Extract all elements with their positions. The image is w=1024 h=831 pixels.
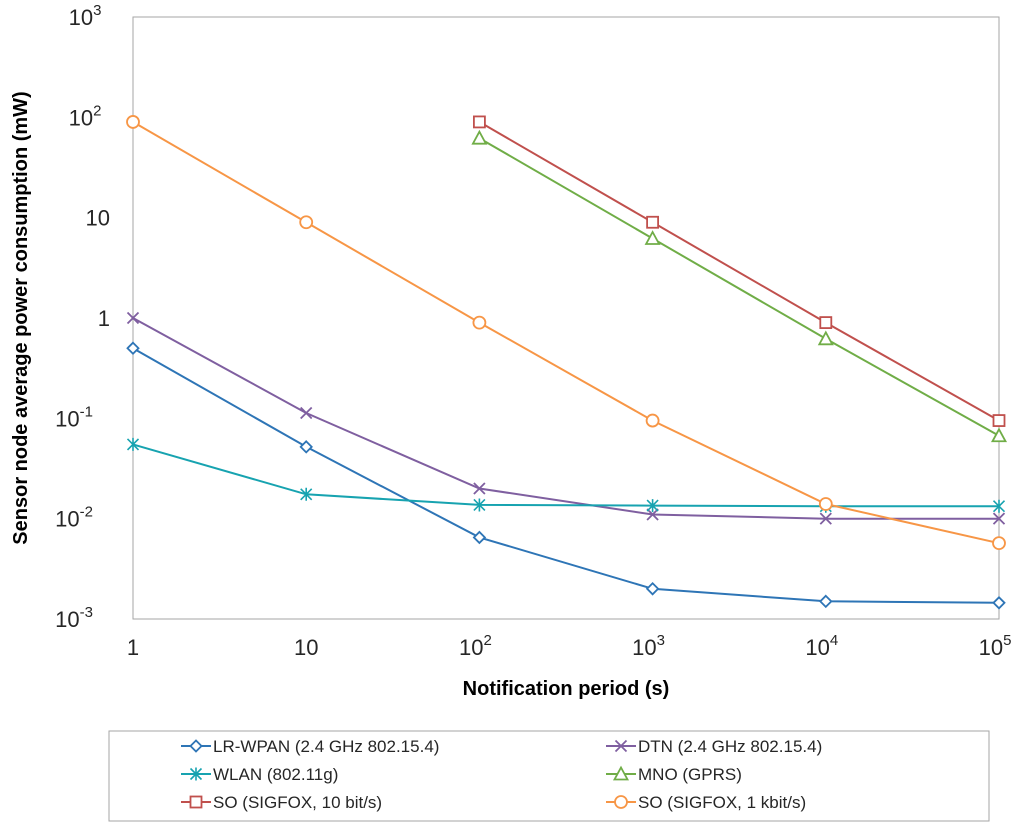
y-tick-label: 10-2 [55,504,93,532]
series-line [132,317,999,520]
y-axis-title: Sensor node average power consumption (m… [10,91,32,544]
series-line [132,121,1000,545]
legend-item-wlan-802-11g: WLAN (802.11g) [181,765,338,784]
legend-marker [189,795,203,809]
y-tick-label: 10-3 [55,604,93,632]
series-so-sigfox-1-kbit-s [126,115,1006,551]
x-tick-label: 105 [979,632,1012,660]
data-point [992,536,1006,551]
data-point [126,341,140,355]
data-point [818,497,833,511]
legend-item-dtn-2-4-ghz-802-15-4: DTN (2.4 GHz 802.15.4) [606,737,822,756]
x-tick-label: 103 [632,632,665,660]
data-point [646,499,659,513]
series-mno-gprs [471,129,1008,443]
y-tick-label: 1 [98,306,110,331]
legend-item-mno-gprs: MNO (GPRS) [606,765,742,784]
x-tick-label: 102 [459,632,492,660]
data-point [992,414,1006,427]
data-point [992,596,1006,610]
legend-item-so-sigfox-1-kbit-s: SO (SIGFOX, 1 kbit/s) [606,793,806,812]
data-point [819,594,833,609]
series-dtn-2-4-ghz-802-15-4 [126,311,1006,525]
plot-area [132,16,1000,620]
data-point [819,512,832,525]
data-point [471,129,488,145]
x-tick-labels: 1 10 102 103 104 105 [127,632,1012,660]
data-point [299,215,314,230]
data-point [990,427,1008,443]
legend-box [108,730,990,822]
data-point [645,413,660,428]
y-tick-label: 102 [69,102,102,130]
data-point [299,440,313,454]
data-point [646,215,659,229]
data-point [300,406,313,420]
series-line [478,121,1000,422]
data-point [126,311,140,325]
series-so-sigfox-10-bit-s [472,115,1006,427]
legend-marker [189,767,203,781]
x-tick-label: 10 [294,635,318,660]
legend-marker [189,739,203,753]
legend-label: DTN (2.4 GHz 802.15.4) [638,737,822,756]
data-point [472,115,486,129]
series-line [132,347,1000,604]
legend-item-so-sigfox-10-bit-s: SO (SIGFOX, 10 bit/s) [181,793,382,812]
y-tick-label: 10 [86,206,110,231]
data-point [992,499,1006,513]
data-point [473,482,486,495]
data-point [645,582,660,596]
x-axis-title: Notification period (s) [463,678,670,700]
legend-marker [612,765,630,781]
data-point [473,498,486,512]
data-point [472,530,487,545]
x-tick-label: 104 [805,632,838,660]
data-point [300,487,313,501]
y-tick-label: 103 [69,2,102,30]
legend-label: LR-WPAN (2.4 GHz 802.15.4) [213,737,439,756]
series-lr-wpan-2-4-ghz-802-15-4 [126,341,1006,610]
legend: LR-WPAN (2.4 GHz 802.15.4) DTN (2.4 GHz 8… [181,737,822,812]
series-layer [126,115,1008,610]
data-point [472,315,487,330]
series-line [132,443,999,508]
legend-label: WLAN (802.11g) [213,765,338,784]
series-line [478,137,1000,437]
x-tick-label: 1 [127,635,139,660]
data-point [992,512,1006,525]
legend-label: MNO (GPRS) [638,765,742,784]
legend-item-lr-wpan-2-4-ghz-802-15-4: LR-WPAN (2.4 GHz 802.15.4) [181,737,439,756]
legend-label: SO (SIGFOX, 1 kbit/s) [638,793,806,812]
data-point [817,330,834,346]
data-point [126,115,140,129]
data-point [644,230,661,245]
legend-marker [614,795,628,809]
y-tick-label: 10-1 [55,403,93,431]
legend-marker [614,739,628,753]
data-point [646,508,659,521]
data-point [126,437,140,451]
legend-label: SO (SIGFOX, 10 bit/s) [213,793,382,812]
data-point [819,316,833,329]
